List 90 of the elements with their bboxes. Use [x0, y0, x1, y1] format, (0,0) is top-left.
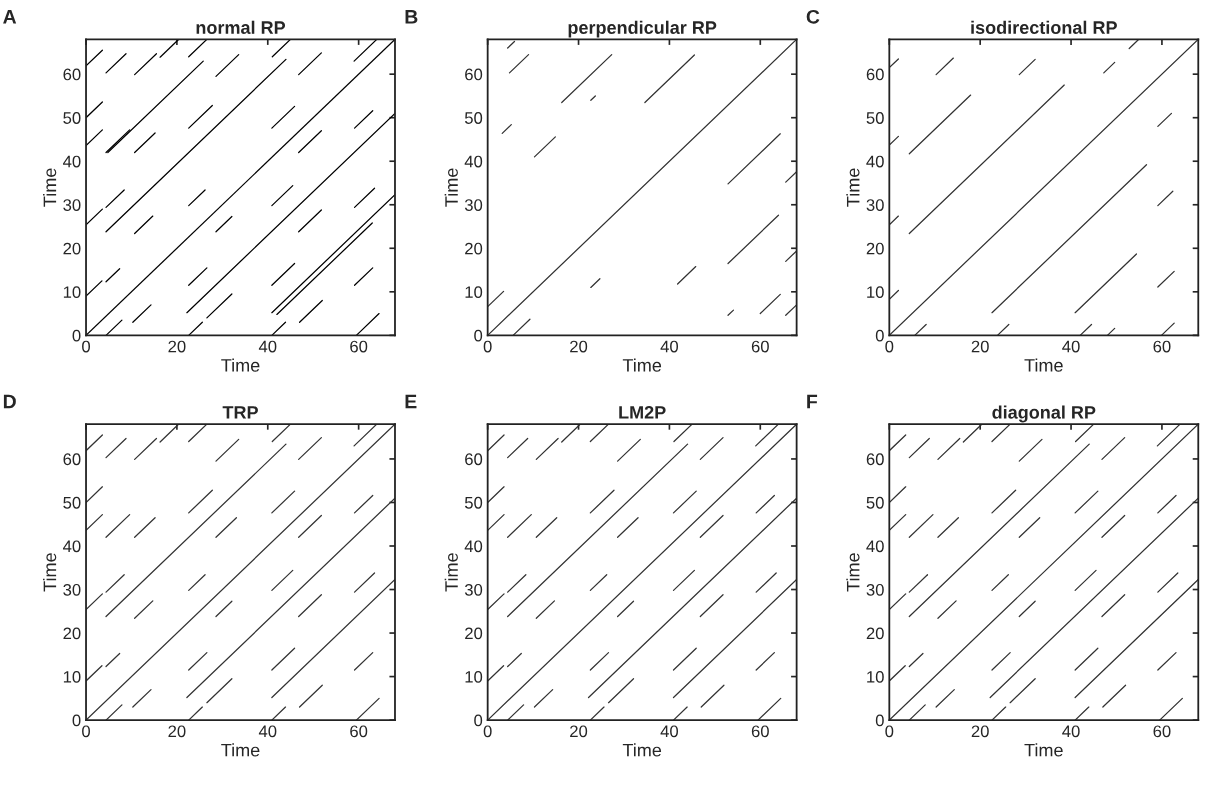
y-tick-label: 20 — [63, 627, 81, 640]
x-tick-label: 20 — [168, 725, 186, 738]
x-tick-label: 20 — [168, 340, 186, 353]
chart-title: diagonal RP — [992, 405, 1096, 423]
text: F — [807, 394, 818, 409]
x-tick-label: 40 — [1062, 340, 1080, 353]
chart-title: LM2P — [619, 405, 666, 419]
x-axis-title: Time — [221, 358, 260, 372]
y-tick-label: 0 — [474, 714, 483, 727]
x-tick-label: 40 — [258, 340, 277, 353]
y-tick-label: 0 — [875, 329, 884, 342]
x-tick-label: 40 — [258, 725, 277, 738]
y-tick-label: 30 — [63, 583, 81, 596]
chart-title: perpendicular RP — [568, 20, 717, 38]
x-tick-label: 0 — [885, 725, 894, 738]
y-tick-label: 50 — [866, 496, 884, 509]
text: B — [405, 10, 418, 24]
x-tick-label: 0 — [483, 725, 492, 738]
y-tick-label: 30 — [464, 583, 483, 596]
y-tick-label: 30 — [63, 199, 81, 211]
y-tick-label: 50 — [464, 496, 483, 509]
chart-title: TRP — [222, 406, 258, 419]
y-tick-label: 20 — [465, 242, 483, 255]
x-tick-label: 40 — [1062, 725, 1080, 738]
x-tick-label: 60 — [350, 725, 368, 738]
x-axis-title: Time — [221, 743, 260, 757]
y-tick-label: 0 — [72, 714, 81, 727]
y-tick-label: 50 — [63, 112, 81, 124]
x-tick-label: 20 — [570, 340, 588, 353]
y-axis-title: Time — [43, 553, 57, 592]
text: A — [3, 10, 17, 24]
y-tick-label: 20 — [63, 242, 81, 255]
y-tick-label: 40 — [866, 540, 884, 553]
x-tick-label: 40 — [660, 340, 679, 353]
y-tick-label: 30 — [866, 199, 884, 211]
y-tick-label: 10 — [867, 286, 884, 299]
y-tick-label: 10 — [465, 670, 483, 683]
y-tick-label: 50 — [464, 112, 483, 124]
y-tick-label: 20 — [866, 627, 884, 640]
y-tick-label: 50 — [866, 112, 884, 124]
x-tick-label: 40 — [660, 725, 679, 738]
y-tick-label: 10 — [465, 286, 483, 299]
x-tick-label: 20 — [570, 725, 588, 738]
x-tick-label: 20 — [971, 340, 989, 353]
y-tick-label: 60 — [63, 68, 81, 81]
x-tick-label: 0 — [885, 340, 894, 353]
y-axis-title: Time — [43, 168, 57, 207]
y-tick-label: 40 — [464, 155, 483, 168]
y-tick-label: 30 — [866, 583, 884, 596]
y-tick-label: 40 — [63, 155, 81, 168]
y-tick-label: 20 — [866, 242, 884, 255]
x-tick-label: 60 — [751, 340, 769, 353]
y-tick-label: 40 — [63, 540, 81, 553]
x-tick-label: 60 — [1153, 725, 1171, 738]
y-tick-label: 50 — [63, 496, 81, 509]
chart-title: isodirectional RP — [971, 20, 1117, 34]
x-axis-title: Time — [1024, 743, 1063, 757]
x-axis-title: Time — [622, 358, 662, 372]
y-tick-label: 60 — [866, 68, 884, 81]
chart-title: normal RP — [196, 20, 286, 34]
x-tick-label: 60 — [350, 340, 368, 353]
y-tick-label: 30 — [464, 199, 483, 211]
x-tick-label: 0 — [82, 340, 91, 353]
text: E — [405, 394, 417, 409]
x-axis-title: Time — [1024, 358, 1063, 372]
x-tick-label: 60 — [1153, 340, 1171, 353]
y-axis-title: Time — [846, 553, 860, 592]
x-tick-label: 0 — [82, 725, 91, 738]
y-tick-label: 60 — [866, 453, 884, 466]
x-tick-label: 20 — [971, 725, 989, 738]
y-tick-label: 60 — [465, 453, 483, 466]
text: C — [806, 9, 820, 24]
y-tick-label: 10 — [63, 670, 81, 683]
y-tick-label: 10 — [63, 286, 81, 299]
x-tick-label: 60 — [751, 725, 769, 738]
y-axis-title: Time — [444, 168, 458, 207]
y-tick-label: 20 — [465, 627, 483, 640]
y-tick-label: 40 — [464, 540, 483, 553]
y-tick-label: 0 — [474, 329, 483, 342]
y-tick-label: 0 — [72, 329, 81, 342]
y-axis-title: Time — [444, 553, 458, 592]
x-tick-label: 0 — [483, 340, 492, 353]
y-tick-label: 60 — [63, 453, 81, 466]
y-tick-label: 40 — [866, 155, 884, 168]
y-axis-title: Time — [846, 168, 860, 207]
y-tick-label: 10 — [867, 670, 884, 683]
y-tick-label: 0 — [875, 714, 884, 727]
x-axis-title: Time — [622, 743, 662, 757]
text: D — [3, 394, 16, 409]
y-tick-label: 60 — [465, 68, 483, 81]
